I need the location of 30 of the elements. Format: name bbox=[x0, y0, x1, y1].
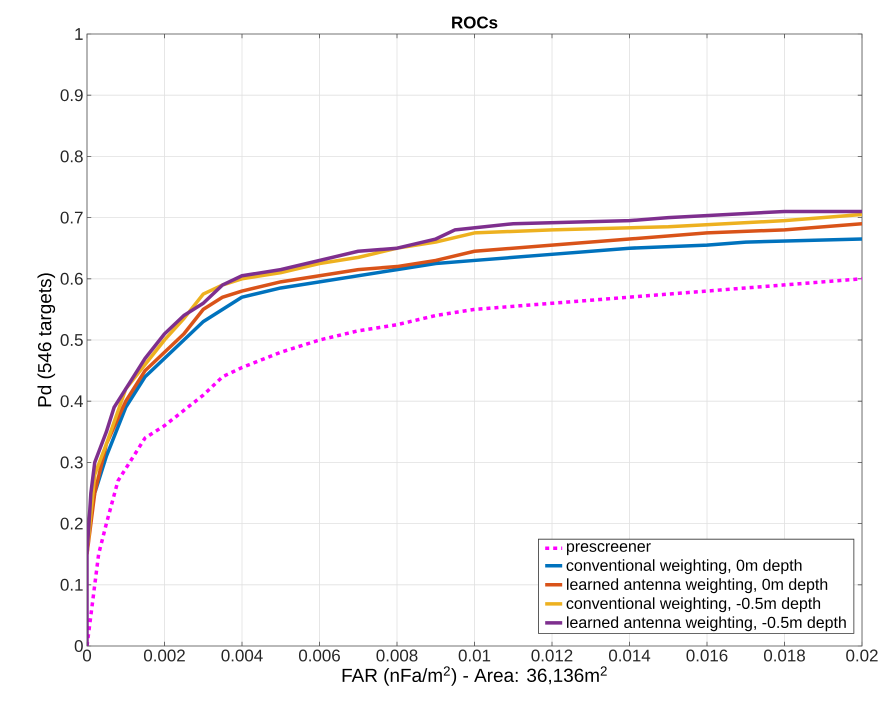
y-tick-label: 0.8 bbox=[60, 150, 83, 162]
x-tick-label: 0.014 bbox=[608, 650, 650, 662]
x-tick-label: 0.002 bbox=[144, 650, 185, 662]
legend-label: conventional weighting, -0.5m depth bbox=[566, 597, 820, 612]
y-tick-label: 0 bbox=[74, 640, 83, 652]
y-tick-label: 0.2 bbox=[60, 518, 83, 530]
y-tick-label: 0.1 bbox=[60, 578, 83, 591]
x-tick-label: 0.006 bbox=[298, 650, 340, 662]
legend-label: learned antenna weighting, 0m depth bbox=[567, 578, 828, 594]
legend-label: learned antenna weighting, -0.5m depth bbox=[567, 616, 846, 632]
chart-title: ROCs bbox=[452, 16, 498, 28]
y-tick-label: 0.6 bbox=[60, 272, 83, 285]
legend-label: prescreener bbox=[566, 543, 651, 556]
x-tick-label: 0.016 bbox=[686, 650, 728, 662]
y-tick-label: 0.3 bbox=[60, 456, 83, 468]
x-axis-title: FAR (nFa/m$^{2}$) - Area: 36,136m$^{2}$ bbox=[342, 666, 607, 686]
x-tick-label: 0.018 bbox=[764, 650, 805, 662]
x-tick-label: 0.012 bbox=[531, 650, 572, 662]
x-tick-label: 0.004 bbox=[221, 650, 263, 662]
y-tick-label: 1 bbox=[75, 28, 83, 40]
x-tick-label: 0.008 bbox=[376, 650, 418, 662]
x-tick-label: 0 bbox=[82, 650, 92, 662]
y-tick-label: 0.9 bbox=[60, 89, 83, 102]
legend-label: conventional weighting, 0m depth bbox=[566, 559, 802, 574]
y-tick-label: 0.7 bbox=[60, 212, 83, 224]
y-tick-label: 0.5 bbox=[60, 334, 83, 346]
y-tick-label: 0.4 bbox=[60, 395, 83, 408]
x-tick-label: 0.01 bbox=[458, 650, 490, 662]
y-axis-title: Pd (546 targets) bbox=[37, 273, 56, 406]
x-tick-label: 0.02 bbox=[846, 650, 878, 662]
